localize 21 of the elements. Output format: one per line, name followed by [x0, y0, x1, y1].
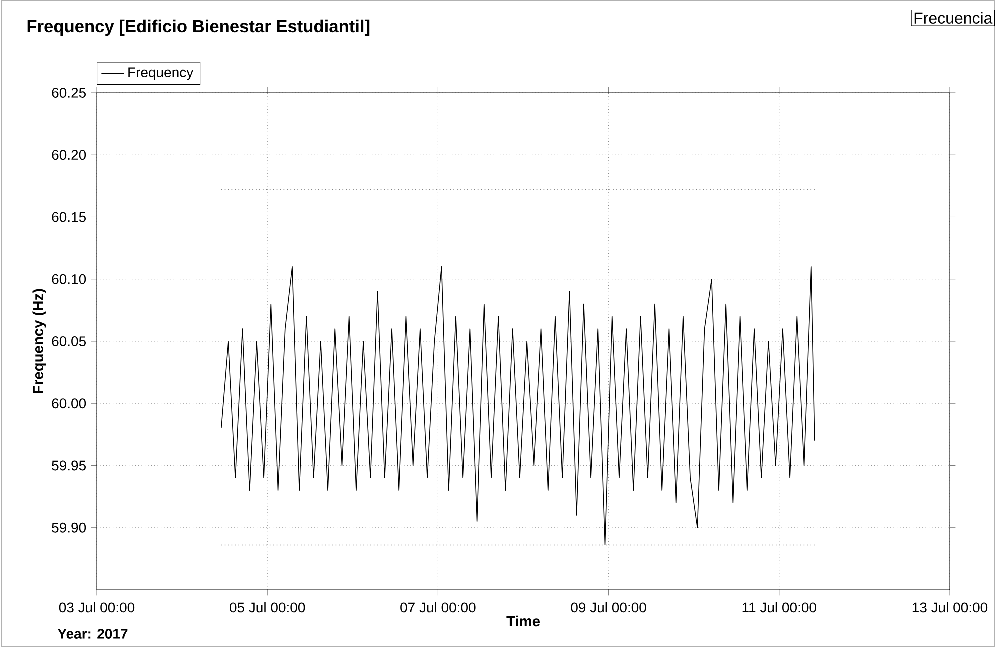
y-tick-label: 60.20 — [52, 150, 86, 160]
y-tick-label: 60.00 — [52, 398, 86, 409]
x-tick-label: 07 Jul 00:00 — [400, 602, 476, 613]
legend-label: Frequency — [128, 68, 194, 80]
y-tick-label: 59.90 — [52, 522, 86, 533]
y-tick-label: 60.05 — [52, 336, 86, 346]
x-tick-label: 13 Jul 00:00 — [912, 602, 988, 613]
y-tick-label: 59.95 — [52, 460, 86, 471]
x-tick-label: 03 Jul 00:00 — [59, 602, 135, 613]
y-axis-title: Frequency (Hz) — [32, 289, 46, 394]
x-tick-label: 11 Jul 00:00 — [742, 602, 816, 613]
text: Year: 2017 — [58, 629, 128, 639]
line-series — [220, 266, 816, 546]
y-tick-label: 60.15 — [52, 212, 86, 222]
x-tick-label: 09 Jul 00:00 — [571, 602, 646, 613]
x-tick-label: 05 Jul 00:00 — [230, 602, 306, 613]
y-tick-label: 60.10 — [52, 274, 86, 284]
x-axis-title: Time — [506, 616, 540, 627]
chart-title: Frequency [Edificio Bienestar Estudiantil] — [28, 20, 370, 36]
text: Frecuencia — [914, 12, 993, 24]
y-tick-label: 60.25 — [52, 88, 86, 98]
